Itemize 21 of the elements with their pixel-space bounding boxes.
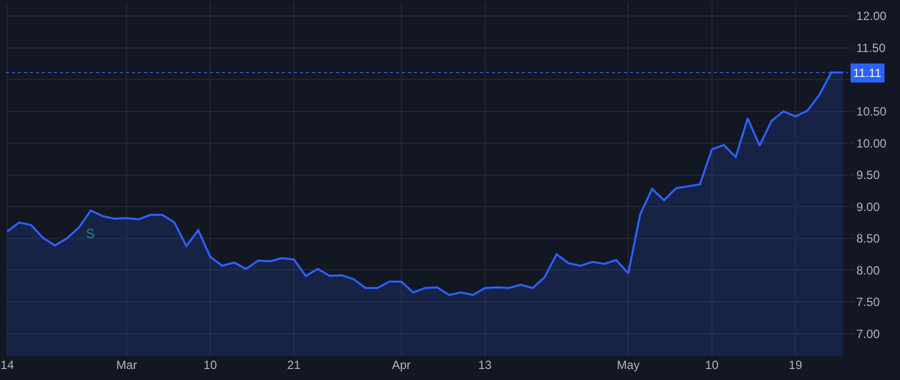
y-tick-label: 10.50 [856, 104, 887, 119]
y-tick-label: 7.50 [856, 295, 880, 310]
x-tick-label: May [616, 358, 640, 372]
y-tick-label: 12.00 [856, 9, 887, 24]
x-tick-label: 21 [287, 358, 301, 372]
y-tick-label: 9.50 [856, 168, 880, 182]
x-tick-label: 10 [204, 358, 218, 372]
annotation: S [86, 226, 95, 241]
y-tick-label: 7.00 [856, 326, 880, 341]
x-tick-label: 19 [788, 358, 802, 372]
y-tick-label: 10.00 [856, 136, 887, 150]
y-tick-label: 11.50 [856, 40, 886, 55]
y-tick-label: 8.50 [856, 232, 880, 246]
y-tick-label: 9.00 [856, 200, 880, 214]
x-tick-label: 10 [705, 358, 719, 372]
x-tick-label: Mar [116, 358, 137, 372]
x-tick-label: 14 [0, 358, 14, 372]
ref-line-label: 11.11 [853, 66, 882, 80]
x-tick-label: 13 [478, 358, 492, 372]
y-tick-label: 8.00 [856, 263, 880, 278]
x-tick-label: Apr [392, 358, 411, 372]
